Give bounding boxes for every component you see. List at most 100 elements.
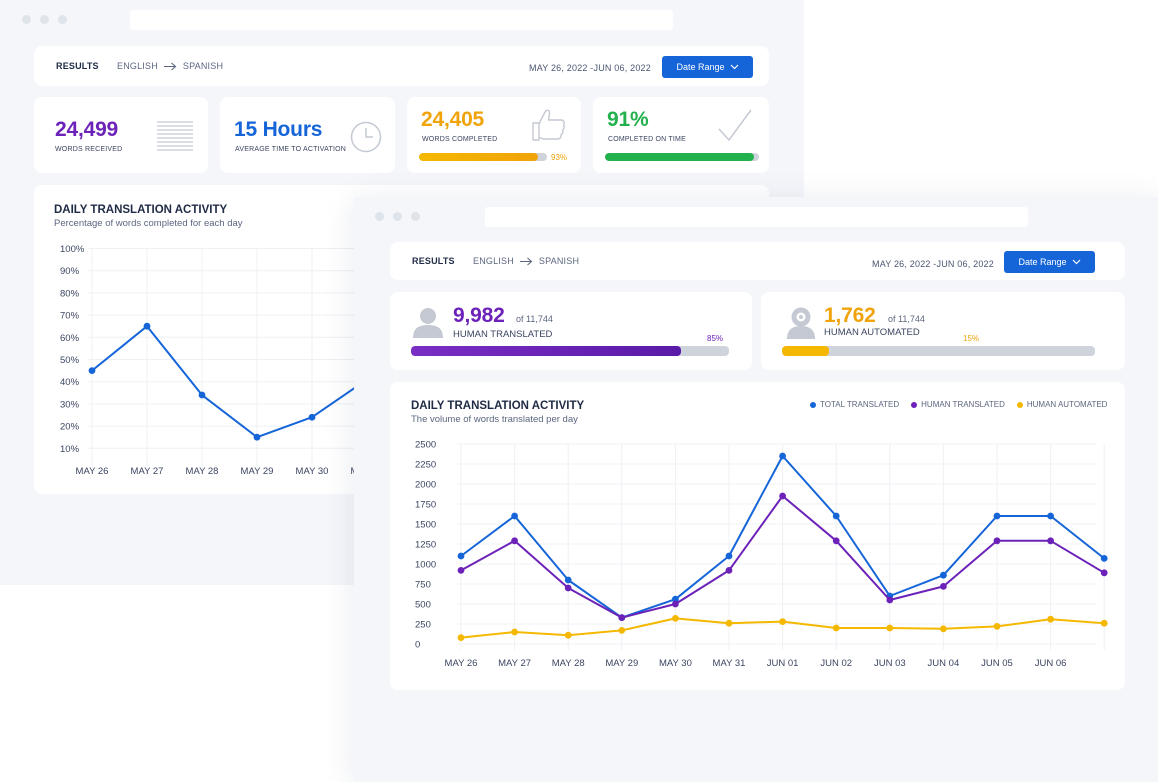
human-translated-progress-fill [411, 346, 682, 356]
legend-human-automated[interactable]: HUMAN AUTOMATED [1016, 400, 1108, 409]
date-range-button-label: Date Range [1018, 257, 1067, 267]
data-point[interactable] [457, 567, 465, 574]
data-point[interactable] [779, 618, 786, 625]
data-point[interactable] [511, 628, 518, 636]
data-point[interactable] [1047, 512, 1054, 520]
y-tick-label: 70% [60, 311, 80, 322]
y-tick-label: 1750 [415, 500, 436, 511]
y-tick-label: 20% [60, 422, 80, 433]
x-tick-label: MAY 30 [659, 658, 692, 669]
person-icon [413, 308, 443, 338]
front-chart-title: DAILY TRANSLATION ACTIVITY [411, 400, 585, 412]
minimize-dot[interactable] [40, 15, 49, 24]
front-line-chart: 0 250 500 750 1000 1250 1500 1750 2000 2250 2500 MA… [415, 440, 1108, 669]
y-tick-label: 250 [415, 620, 431, 631]
results-label: RESULTS [56, 61, 99, 71]
data-point[interactable] [618, 614, 626, 621]
target-language: SPANISH [182, 61, 224, 71]
y-tick-label: 500 [415, 600, 431, 611]
data-point[interactable] [618, 627, 626, 634]
data-point[interactable] [940, 583, 947, 590]
data-point[interactable] [832, 624, 840, 632]
data-point[interactable] [1100, 569, 1108, 577]
clock-icon [350, 121, 382, 153]
data-point[interactable] [886, 596, 894, 604]
window-controls [375, 212, 420, 221]
front-chart-card: DAILY TRANSLATION ACTIVITY The volume of… [390, 382, 1125, 690]
y-tick-label: 1500 [415, 520, 436, 531]
minimize-dot[interactable] [393, 212, 402, 221]
legend-total-translated[interactable]: TOTAL TRANSLATED [810, 400, 899, 409]
date-range-text: MAY 26, 2022 -JUN 06, 2022 [872, 259, 994, 269]
address-bar[interactable] [485, 207, 1028, 227]
data-point[interactable] [779, 492, 786, 500]
address-bar[interactable] [130, 10, 673, 30]
data-point[interactable] [672, 615, 679, 622]
back-chart-subtitle: Percentage of words completed for each d… [54, 218, 243, 229]
x-tick-label: MAY 26 [445, 658, 478, 669]
y-tick-label: 2000 [415, 480, 436, 491]
robot-head-icon [787, 307, 815, 339]
source-language: ENGLISH [473, 256, 514, 266]
data-point[interactable] [832, 512, 840, 520]
human-translated-progress [411, 346, 729, 356]
source-language: ENGLISH [117, 61, 158, 71]
data-point[interactable] [564, 576, 572, 584]
target-language: SPANISH [538, 256, 580, 266]
data-point[interactable] [993, 623, 1001, 630]
data-point[interactable] [564, 584, 572, 592]
data-point[interactable] [1047, 537, 1054, 545]
x-tick-label: JUN 03 [874, 658, 906, 669]
data-point[interactable] [940, 571, 947, 579]
data-point[interactable] [672, 600, 679, 608]
y-tick-label: 80% [60, 288, 80, 299]
human-translated-value: 9,982 [453, 304, 505, 327]
data-point[interactable] [511, 512, 518, 520]
human-translated-percent: 85% [707, 334, 724, 343]
data-point[interactable] [308, 413, 316, 421]
on-time-progress [605, 153, 759, 161]
maximize-dot[interactable] [58, 15, 67, 24]
data-point[interactable] [253, 433, 261, 441]
data-point[interactable] [725, 552, 733, 560]
legend-human-translated[interactable]: HUMAN TRANSLATED [911, 400, 1005, 409]
legend-label: HUMAN TRANSLATED [921, 400, 1005, 409]
data-point[interactable] [511, 537, 518, 545]
data-point[interactable] [993, 537, 1001, 545]
x-tick-label: MAY 29 [241, 466, 274, 477]
data-point[interactable] [88, 367, 96, 374]
y-tick-label: 60% [60, 333, 80, 344]
data-point[interactable] [1047, 615, 1054, 623]
close-dot[interactable] [22, 15, 31, 24]
data-point[interactable] [832, 537, 840, 545]
data-point[interactable] [672, 595, 679, 603]
legend-label: TOTAL TRANSLATED [820, 400, 900, 409]
data-point[interactable] [725, 619, 733, 627]
human-translated-total: of 11,744 [516, 314, 553, 324]
words-completed-value: 24,405 [421, 108, 485, 131]
chevron-down-icon [1072, 259, 1080, 265]
legend-label: HUMAN AUTOMATED [1026, 400, 1108, 409]
data-point[interactable] [886, 624, 894, 632]
maximize-dot[interactable] [411, 212, 420, 221]
date-range-button[interactable]: Date Range [1004, 251, 1095, 273]
close-dot[interactable] [375, 212, 384, 221]
data-point[interactable] [1100, 619, 1108, 627]
stat-activation-time: 15 Hours AVERAGE TIME TO ACTIVATION [220, 97, 395, 173]
data-point[interactable] [457, 552, 465, 560]
date-range-button[interactable]: Date Range [662, 56, 753, 78]
data-point[interactable] [993, 512, 1001, 520]
y-tick-label: 1000 [415, 560, 436, 571]
data-point[interactable] [779, 452, 786, 460]
data-point[interactable] [1100, 555, 1108, 562]
human-automated-value: 1,762 [824, 304, 876, 327]
data-point[interactable] [143, 322, 151, 330]
data-point[interactable] [198, 391, 206, 399]
front-window: RESULTS ENGLISH SPANISH MAY 26, 2022 -JU… [354, 197, 1158, 782]
activation-label: AVERAGE TIME TO ACTIVATION [235, 146, 346, 153]
data-point[interactable] [940, 625, 947, 633]
data-point[interactable] [564, 631, 572, 639]
data-point[interactable] [725, 567, 733, 574]
x-tick-label: MAY 30 [296, 466, 329, 477]
data-point[interactable] [457, 634, 465, 641]
